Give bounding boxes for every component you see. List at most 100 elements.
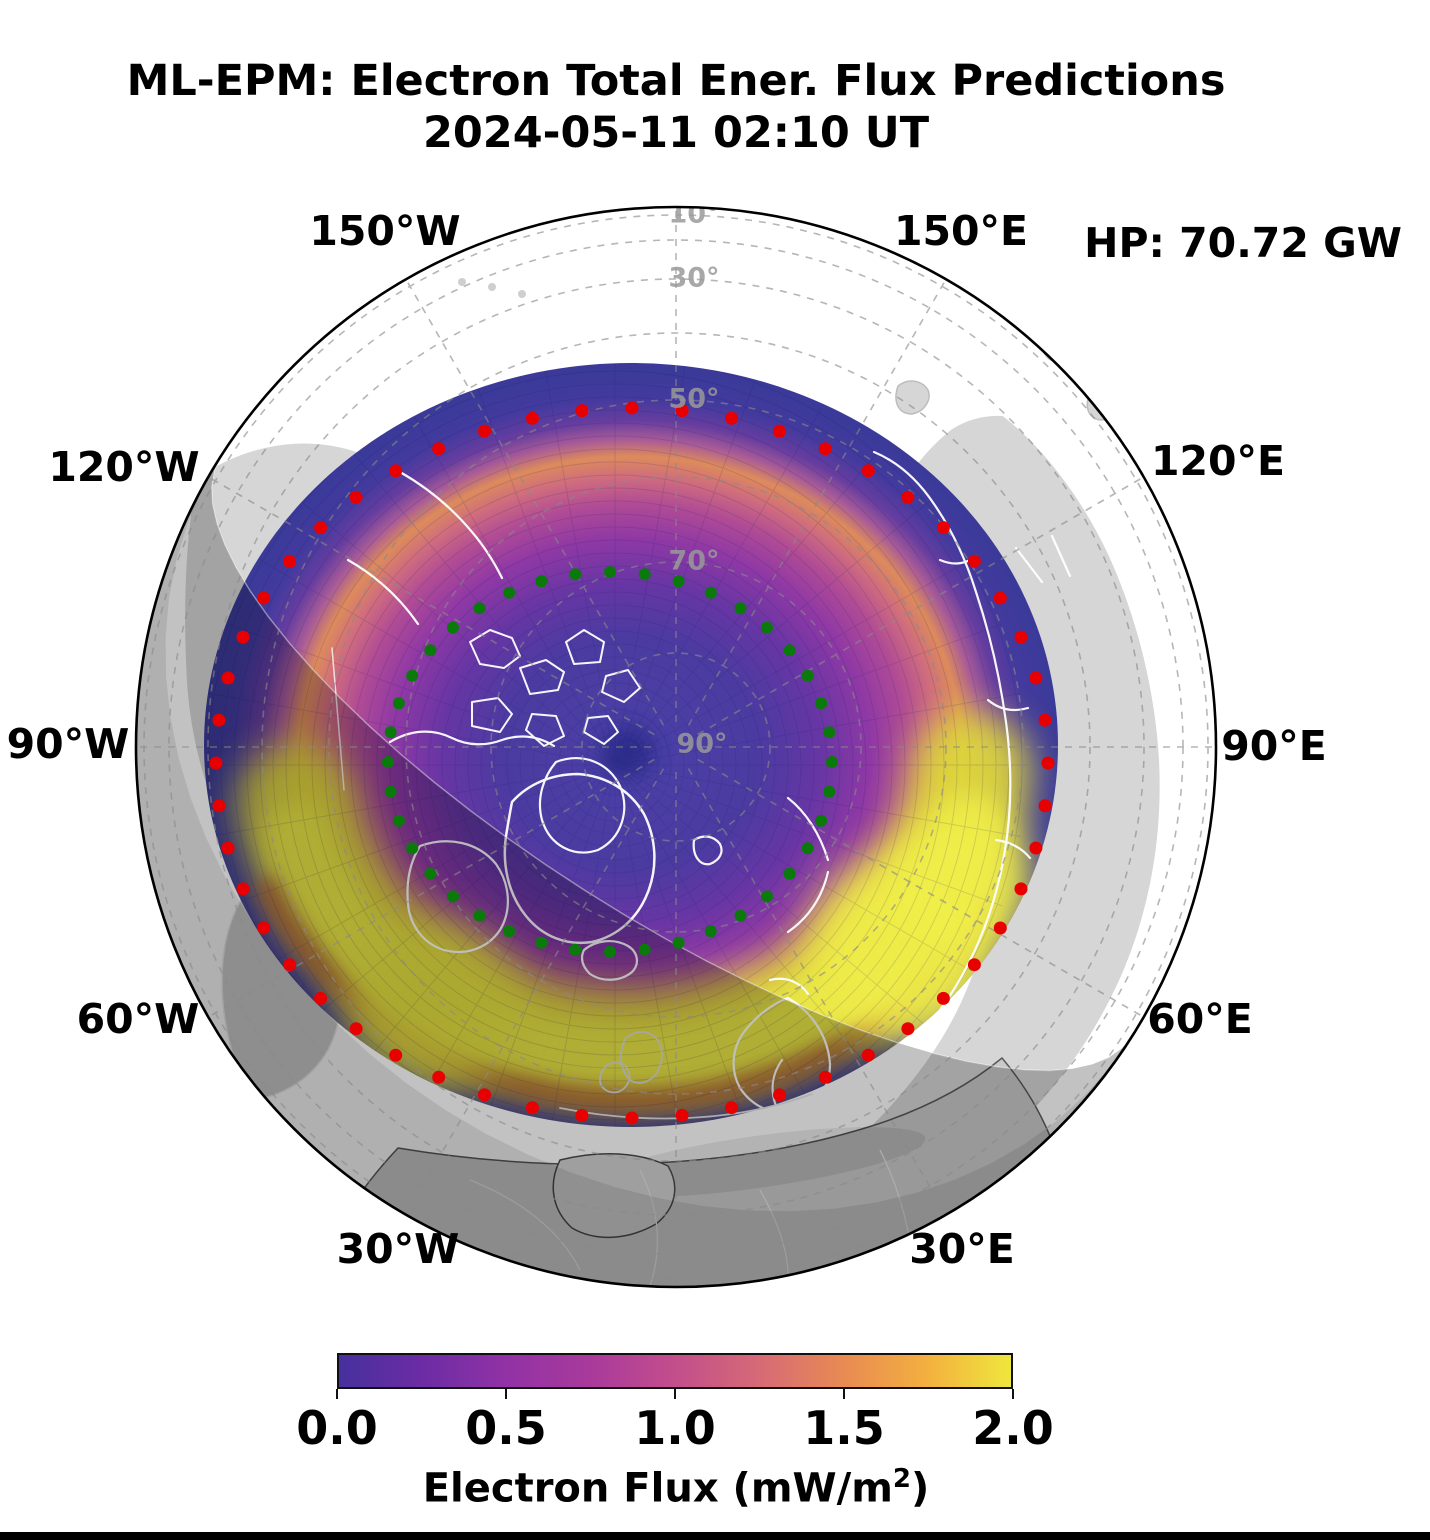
coast-iceland <box>580 940 638 981</box>
equatorward-boundary-dot <box>936 521 950 535</box>
poleward-boundary-dot <box>672 936 685 949</box>
equatorward-boundary-dot <box>1014 630 1028 644</box>
equatorward-boundary-dot <box>725 1101 739 1115</box>
meridian-line <box>405 278 665 726</box>
latitude-circle <box>581 652 771 842</box>
longitude-label: 30°W <box>336 1225 460 1273</box>
colorbar <box>337 1353 1013 1389</box>
longitude-label: 60°E <box>1147 995 1253 1043</box>
equatorward-boundary-dot <box>725 411 739 425</box>
coast-baffin <box>538 757 626 854</box>
latitude-label: 50° <box>668 384 719 415</box>
latitude-circle <box>261 332 1091 1162</box>
equatorward-boundary-dot <box>993 921 1007 935</box>
poleward-boundary-dot <box>638 943 651 956</box>
plot-subtitle-date: 2024-05-11 02:10 UT <box>422 108 930 158</box>
globe-rim <box>134 205 1218 1289</box>
meridian-line <box>697 758 1145 1018</box>
night-shade <box>136 456 1132 1287</box>
equatorward-boundary-dot <box>236 630 250 644</box>
longitude-label: 90°E <box>1221 722 1327 770</box>
poleward-boundary-dot <box>823 726 836 739</box>
latitude-labels: 10° 30° 50° 70° 90° <box>668 199 727 760</box>
latitude-label: 10° <box>668 199 719 230</box>
poleward-boundary-dot <box>384 726 397 739</box>
plot-title: ML-EPM: Electron Total Ener. Flux Predic… <box>126 56 1226 106</box>
equatorward-boundary-dot <box>967 958 981 972</box>
coast-archipelago <box>469 629 641 747</box>
poleward-boundary-dot <box>535 936 548 949</box>
equatorward-boundary-dot <box>314 521 328 535</box>
equatorward-boundary-dot <box>525 1101 539 1115</box>
poleward-boundary-dot <box>783 867 796 880</box>
country-borders <box>469 1149 915 1287</box>
poleward-boundary-dot <box>704 586 717 599</box>
equatorward-boundary-dot <box>283 554 297 568</box>
poleward-boundary-dot <box>815 697 828 710</box>
poleward-boundary-dot <box>604 946 616 958</box>
poleward-boundary-dot <box>384 785 397 798</box>
poleward-boundary-dot <box>535 575 548 588</box>
equatorward-boundary-dot <box>861 1048 875 1062</box>
poleward-boundary-dot <box>672 575 685 588</box>
equatorward-boundary-dot <box>221 841 235 855</box>
electron-flux-field <box>204 363 1058 1127</box>
globe: 10° 30° 50° 70° 90° <box>136 199 1216 1287</box>
poleward-boundary-dot <box>503 925 516 938</box>
longitude-label: 150°E <box>893 207 1029 255</box>
poleward-boundary-dot <box>638 568 651 581</box>
coast-chukotka <box>398 470 504 580</box>
equatorward-boundary-dot <box>675 404 689 418</box>
coast-siberia-inlets <box>938 534 1072 860</box>
terminator-line <box>210 456 1132 1072</box>
coast-uk-ireland <box>599 1031 663 1094</box>
poleward-boundary-dot <box>392 814 405 827</box>
equatorward-boundary-dot <box>389 464 403 478</box>
auroral-boundary-dots <box>209 401 1055 1125</box>
meridian-line <box>687 768 947 1216</box>
latitude-label: 70° <box>668 546 719 577</box>
poleward-boundary-dot <box>826 756 838 768</box>
poleward-boundary-dot <box>815 814 828 827</box>
meridian-line <box>207 758 655 1018</box>
equatorward-boundary-dot <box>314 991 328 1005</box>
equatorward-boundary-dot <box>432 1070 446 1084</box>
equatorward-boundary-dot <box>818 442 832 456</box>
poleward-boundary-dot <box>783 644 796 657</box>
equatorward-boundary-dot <box>625 401 639 415</box>
equatorward-boundary-dot <box>236 882 250 896</box>
colorbar-tick-label: 0.0 <box>296 1401 378 1455</box>
equatorward-boundary-dot <box>349 1022 363 1036</box>
latitude-circle <box>207 278 1145 1216</box>
meridian-line <box>687 278 947 726</box>
meridian-line <box>405 768 665 1216</box>
equatorward-boundary-dot <box>861 464 875 478</box>
coast-svalbard <box>692 835 723 866</box>
flux-blob <box>347 923 517 1093</box>
poleward-boundary-dot <box>734 909 747 922</box>
colorbar-tick-label: 1.5 <box>803 1401 885 1455</box>
colorbar-tick-label: 2.0 <box>972 1401 1054 1455</box>
equatorward-boundary-dot <box>349 490 363 504</box>
latitude-label: 90° <box>676 729 727 760</box>
aleutian-island <box>488 283 496 291</box>
equatorward-boundary-dot <box>389 1048 403 1062</box>
poleward-boundary-dot <box>473 602 486 615</box>
latitude-label: 30° <box>668 263 719 294</box>
equatorward-boundary-dot <box>967 554 981 568</box>
equatorward-boundary-dot <box>1038 799 1052 813</box>
poleward-boundary-dot <box>473 909 486 922</box>
equatorward-boundary-dot <box>1038 713 1052 727</box>
equatorward-boundary-dot <box>478 1088 491 1102</box>
equatorward-boundary-dot <box>257 921 271 935</box>
equatorward-boundary-dot <box>283 958 297 972</box>
equatorward-boundary-dot <box>901 1022 915 1036</box>
poleward-boundary-dot <box>424 644 437 657</box>
equatorward-boundary-dot <box>209 756 223 770</box>
longitude-label: 120°W <box>48 443 200 491</box>
equatorward-boundary-dot <box>432 442 446 456</box>
longitude-label: 120°E <box>1150 437 1286 485</box>
colorbar-tick <box>674 1389 676 1399</box>
poleward-boundary-dot <box>406 842 419 855</box>
poleward-boundary-dot <box>801 842 814 855</box>
